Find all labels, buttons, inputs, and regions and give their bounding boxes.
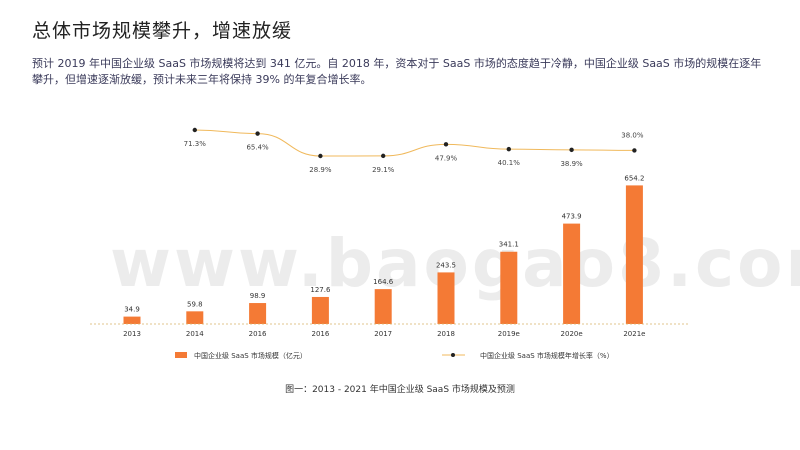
bar-value-label-1: 59.8 (187, 300, 203, 308)
x-tick-label-0: 2013 (123, 330, 141, 338)
bar-6 (500, 251, 518, 324)
growth-point-2 (255, 131, 260, 136)
growth-line (194, 129, 635, 157)
growth-point-1 (192, 127, 197, 133)
x-tick-label-2: 2016 (249, 330, 267, 338)
page-title: 总体市场规模攀升，增速放缓 (32, 20, 293, 42)
bar-8 (625, 185, 643, 324)
bar-layer: 34.9 59.8 98.9 127.6 164.6 243.5 341.1 473.9 654… (123, 174, 644, 324)
legend: 中国企业级 SaaS 市场规模（亿元） 中国企业级 SaaS 市场规模年增长率（… (175, 351, 614, 360)
bar-value-label-6: 341.1 (499, 241, 519, 249)
growth-label-2: 65.4% (246, 144, 269, 152)
bar-2 (249, 303, 267, 324)
growth-point-8 (632, 148, 637, 153)
legend-line-marker (451, 353, 455, 357)
growth-point-3 (318, 153, 323, 159)
bar-7 (563, 223, 581, 324)
legend-line-label: 中国企业级 SaaS 市场规模年增长率（%） (480, 351, 614, 360)
x-tick-label-8: 2021e (623, 330, 645, 338)
bar-1 (186, 311, 204, 324)
x-tick-label-4: 2017 (374, 330, 392, 338)
x-tick-label-7: 2020e (561, 330, 583, 338)
bar-3 (311, 296, 329, 324)
bar-value-label-3: 127.6 (310, 286, 331, 294)
x-tick-label-3: 2016 (311, 330, 329, 338)
growth-label-5: 47.9% (435, 154, 458, 162)
growth-point-5 (443, 142, 449, 147)
bar-value-label-7: 473.9 (562, 213, 582, 221)
growth-label-8: 38.0% (621, 131, 644, 139)
bar-value-label-5: 243.5 (436, 261, 456, 269)
growth-label-6: 40.1% (498, 159, 521, 167)
growth-label-1: 71.3% (184, 140, 207, 148)
growth-point-7 (569, 147, 574, 153)
growth-line-layer: 71.3% 65.4% 28.9% 29.1% 47.9% 40.1% 38.9% 38.0% (184, 127, 644, 174)
growth-label-4: 29.1% (372, 166, 395, 174)
watermark: www.baogao8.com (110, 225, 800, 302)
bar-value-label-8: 654.2 (624, 174, 644, 182)
bar-0 (123, 316, 141, 324)
growth-label-3: 28.9% (309, 166, 332, 174)
growth-label-7: 38.9% (560, 160, 583, 168)
bar-value-label-4: 164.6 (373, 278, 394, 286)
x-tick-label-1: 2014 (186, 330, 204, 338)
growth-point-6 (506, 146, 511, 152)
bar-4 (374, 289, 392, 324)
bar-value-label-2: 98.9 (250, 292, 266, 300)
legend-bar-swatch (175, 352, 187, 358)
x-tick-layer: 2013 2014 2016 2016 2017 2018 2019e 2020e 2021e (123, 330, 645, 338)
page-description: 预计 2019 年中国企业级 SaaS 市场规模将达到 341 亿元。自 201… (32, 57, 762, 86)
bar-5 (437, 272, 455, 324)
bar-value-label-0: 34.9 (124, 306, 140, 314)
chart-caption: 图一：2013 - 2021 年中国企业级 SaaS 市场规模及预测 (285, 385, 515, 395)
x-tick-label-5: 2018 (437, 330, 455, 338)
growth-point-4 (381, 153, 386, 159)
x-tick-label-6: 2019e (498, 330, 520, 338)
legend-bar-label: 中国企业级 SaaS 市场规模（亿元） (194, 351, 307, 360)
